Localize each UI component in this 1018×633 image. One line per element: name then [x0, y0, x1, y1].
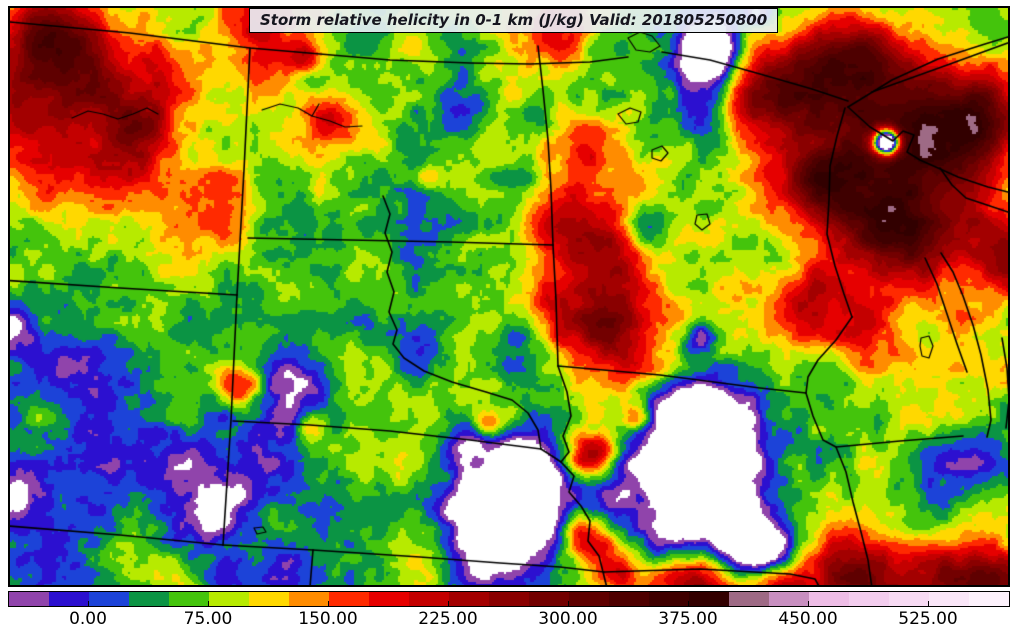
colorbar-segment — [129, 592, 169, 606]
plot-title: Storm relative helicity in 0-1 km (J/kg)… — [249, 8, 779, 33]
colorbar-segment — [889, 592, 929, 606]
colorbar-segment — [969, 592, 1009, 606]
colorbar-segment — [729, 592, 769, 606]
map-frame — [8, 6, 1010, 587]
colorbar-segment — [809, 592, 849, 606]
colorbar — [8, 591, 1010, 607]
colorbar-segment — [489, 592, 529, 606]
colorbar-tick-mark — [448, 601, 449, 606]
colorbar-tick-label: 0.00 — [69, 609, 107, 629]
colorbar-segment — [689, 592, 729, 606]
colorbar-segment — [569, 592, 609, 606]
colorbar-tick-label: 450.00 — [778, 609, 838, 629]
colorbar-tick-mark — [208, 601, 209, 606]
colorbar-segment — [49, 592, 89, 606]
colorbar-segment — [209, 592, 249, 606]
helicity-field-canvas — [10, 8, 1008, 585]
colorbar-tick-label: 225.00 — [418, 609, 478, 629]
colorbar-tick-label: 375.00 — [658, 609, 718, 629]
colorbar-segment — [409, 592, 449, 606]
colorbar-segment — [369, 592, 409, 606]
colorbar-tick-mark — [688, 601, 689, 606]
colorbar-segment — [529, 592, 569, 606]
colorbar-tick-mark — [568, 601, 569, 606]
colorbar-tick-mark — [928, 601, 929, 606]
colorbar-tick-mark — [808, 601, 809, 606]
colorbar-segment — [849, 592, 889, 606]
colorbar-segment — [769, 592, 809, 606]
colorbar-segment — [9, 592, 49, 606]
colorbar-segment — [449, 592, 489, 606]
colorbar-segment — [329, 592, 369, 606]
colorbar-segment — [289, 592, 329, 606]
colorbar-segment — [649, 592, 689, 606]
colorbar-tick-label: 300.00 — [538, 609, 598, 629]
colorbar-tick-label: 75.00 — [183, 609, 233, 629]
colorbar-segment — [249, 592, 289, 606]
colorbar-tick-label: 150.00 — [298, 609, 358, 629]
colorbar-segment — [169, 592, 209, 606]
colorbar-segment — [89, 592, 129, 606]
colorbar-tick-mark — [88, 601, 89, 606]
colorbar-tick-label: 525.00 — [898, 609, 958, 629]
colorbar-tick-mark — [328, 601, 329, 606]
colorbar-segment — [929, 592, 969, 606]
colorbar-segment — [609, 592, 649, 606]
